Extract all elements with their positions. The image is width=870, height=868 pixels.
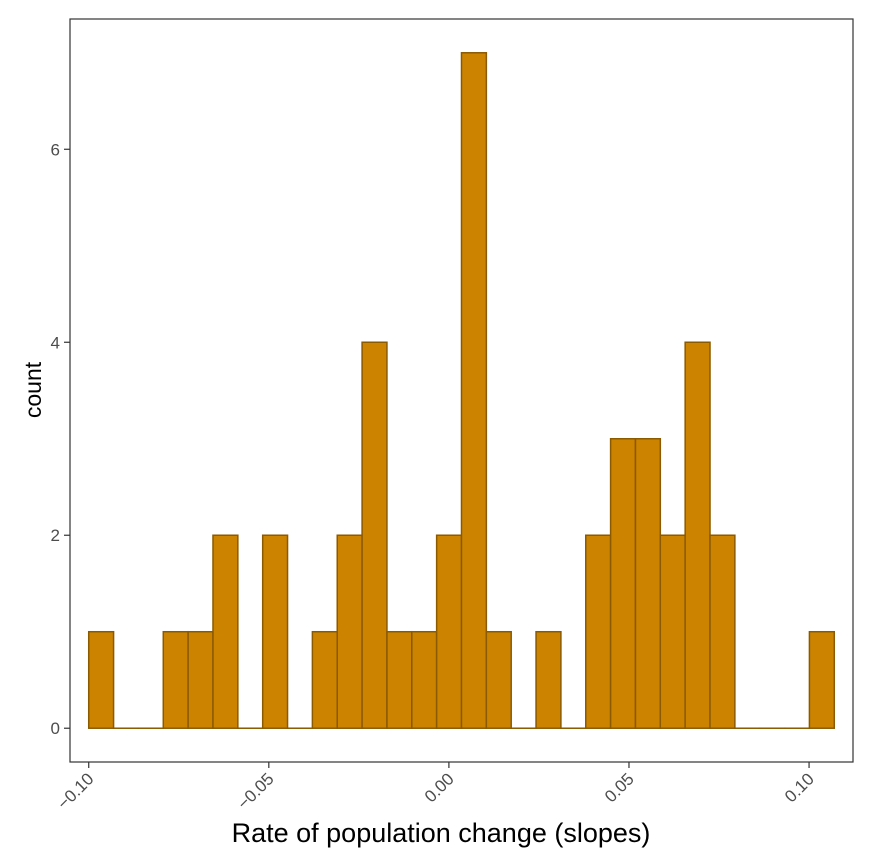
histogram-bar [361,341,388,729]
histogram-bar [386,630,413,729]
histogram-bar [808,630,836,729]
bars-layer [87,52,836,729]
histogram-bar [187,630,214,729]
histogram-bar [485,630,512,729]
y-tick-label: 4 [51,333,60,352]
histogram-bar [336,534,363,729]
histogram-bar [460,52,488,729]
panel-border [69,18,854,763]
histogram-bar [435,534,463,729]
histogram-bar [585,534,612,729]
histogram-bar [212,534,239,729]
histogram-bar [87,630,115,729]
y-tick-label: 0 [51,719,60,738]
histogram-bar [261,534,289,729]
histogram-bar [162,630,189,729]
histogram-bar [535,630,562,729]
x-axis-title: Rate of population change (slopes) [232,818,651,848]
y-axis-title: count [20,361,46,418]
y-axis: 0 2 4 6 [51,140,70,738]
y-tick-label: 2 [51,526,60,545]
histogram-bar [634,438,662,729]
histogram-bar [411,630,438,729]
histogram-bar [659,534,686,729]
histogram-bar [311,630,338,729]
histogram-bar [709,534,736,729]
histogram-bar [684,341,711,729]
y-tick-label: 6 [51,140,60,159]
histogram-bar [609,438,637,729]
